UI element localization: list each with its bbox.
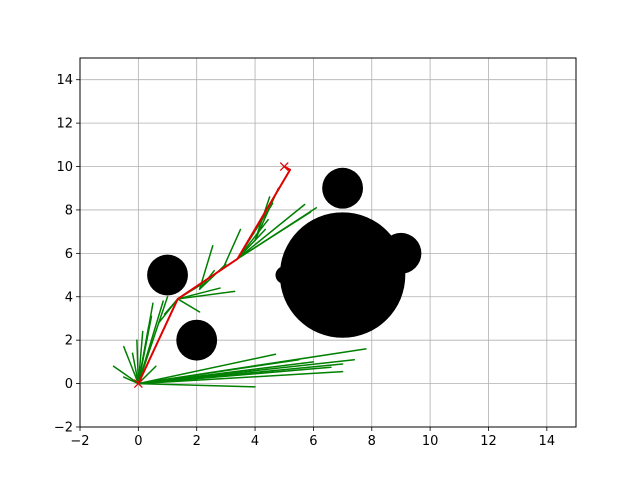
x-tick-label: 8 (368, 434, 376, 449)
tree-edge (137, 330, 144, 385)
obstacles (147, 167, 422, 361)
obstacle-circle (147, 254, 188, 296)
axes-frame (79, 57, 577, 428)
start-marker (133, 379, 143, 389)
obstacle-circle (322, 167, 364, 209)
y-tick-label: 14 (56, 73, 73, 88)
start-marker-stroke (133, 379, 143, 389)
x-tick-label: 0 (134, 434, 142, 449)
obstacle-circle (279, 212, 406, 338)
tree-edge (112, 365, 140, 385)
tree-edge (236, 228, 267, 260)
x-tick-label: 12 (480, 434, 497, 449)
path-line (137, 165, 292, 385)
tree-edge (131, 352, 140, 385)
endpoint-markers (133, 162, 289, 389)
x-tick-label: 14 (539, 434, 556, 449)
x-tick-label: 2 (193, 434, 201, 449)
tree-edge (137, 302, 154, 385)
tree-edge (136, 339, 140, 385)
solution-path (137, 165, 292, 385)
tick-labels: −2 0 2 4 6 8 10 12 14 −2 0 2 4 6 8 10 12 14 (54, 73, 555, 449)
tree-edge (123, 345, 140, 385)
tree-edge (236, 203, 306, 260)
tree-edge (137, 370, 344, 385)
tree-edge (176, 298, 201, 313)
goal-marker-stroke (279, 162, 289, 171)
tree-edge (176, 287, 221, 300)
x-tick-label: −2 (70, 434, 89, 449)
y-tick-label: 12 (56, 117, 73, 132)
x-tick-label: 4 (251, 434, 259, 449)
y-tick-label: 2 (65, 334, 73, 349)
tree-edge (176, 290, 236, 300)
tree-edge (236, 211, 312, 260)
y-tick-label: 8 (65, 203, 73, 218)
y-tick-label: 10 (56, 160, 73, 175)
y-tick-label: −2 (54, 421, 73, 436)
tree-edge (137, 353, 277, 385)
tree-edge (222, 228, 242, 270)
tree-edge (236, 218, 269, 260)
y-tick-label: 4 (65, 290, 73, 305)
goal-marker (279, 162, 289, 171)
tree-edge (137, 296, 169, 385)
obstacle-circle (176, 319, 218, 361)
tree-edges (112, 187, 367, 388)
y-tick-label: 0 (65, 377, 73, 392)
y-tick-label: 6 (65, 247, 73, 262)
x-tick-label: 6 (309, 434, 317, 449)
tree-edge (137, 358, 300, 385)
tree-edge (123, 376, 140, 385)
tree-edge (137, 382, 256, 388)
x-tick-label: 10 (422, 434, 439, 449)
